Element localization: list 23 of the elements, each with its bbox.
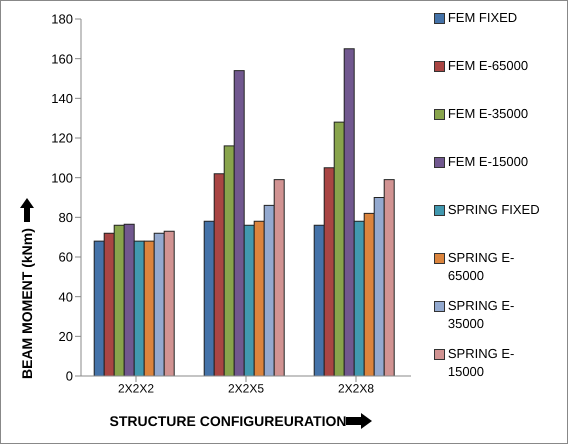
x-axis-title: STRUCTURE CONFIGUREURATION — [110, 413, 346, 429]
x-tick-label: 2X2X5 — [228, 382, 264, 396]
y-tick-label: 60 — [58, 250, 73, 265]
y-tick-label: 80 — [58, 210, 73, 225]
legend-label: FEM E-35000 — [448, 105, 530, 123]
y-tick-label: 40 — [58, 289, 73, 304]
y-tick-label: 0 — [66, 368, 73, 384]
y-tick-label: 20 — [58, 328, 73, 344]
y-tick-label: 140 — [51, 90, 73, 106]
y-tick-label: 180 — [51, 12, 73, 27]
legend-label: SPRING E-65000 — [448, 249, 516, 285]
x-tick-label: 2X2X8 — [338, 382, 374, 396]
y-tick-label: 120 — [51, 130, 73, 146]
legend-label: SPRING E-35000 — [448, 297, 516, 333]
legend-label: FEM E-15000 — [448, 153, 530, 171]
legend-label: SPRING E-15000 — [448, 345, 516, 381]
y-axis-title: BEAM MOMENT (kNm) — [19, 228, 35, 379]
x-tick-label: 2X2X2 — [118, 382, 154, 396]
y-tick-label: 100 — [51, 170, 73, 186]
legend-label: FEM FIXED — [448, 9, 518, 27]
legend-label: FEM E-65000 — [448, 57, 530, 75]
y-tick-label: 160 — [51, 51, 73, 66]
legend-label: SPRING FIXED — [448, 201, 541, 219]
